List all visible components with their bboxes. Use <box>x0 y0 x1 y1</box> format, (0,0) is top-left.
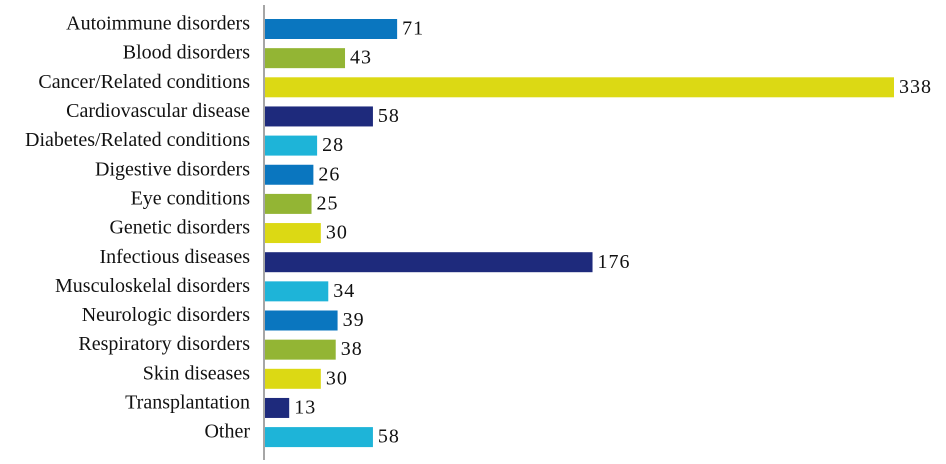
bar <box>265 368 321 389</box>
y-tick-label: Other <box>204 421 250 443</box>
data-label: 58 <box>378 426 400 448</box>
y-tick-label: Genetic disorders <box>109 217 250 239</box>
data-label: 34 <box>333 280 355 302</box>
data-label: 58 <box>378 105 400 127</box>
bar <box>265 48 346 69</box>
data-label: 30 <box>326 367 348 389</box>
y-tick-label: Eye conditions <box>131 187 251 209</box>
bar <box>265 19 398 39</box>
y-tick-label: Autoimmune disorders <box>66 13 250 35</box>
data-label: 43 <box>350 47 372 69</box>
y-tick-label: Digestive disorders <box>95 158 250 180</box>
data-label: 30 <box>326 222 348 244</box>
bar <box>265 135 318 156</box>
bar <box>265 397 290 418</box>
data-label: 39 <box>343 309 365 331</box>
data-label: 13 <box>294 397 316 419</box>
bar <box>265 252 593 273</box>
data-label: 25 <box>317 192 339 214</box>
y-tick-label: Diabetes/Related conditions <box>25 129 250 151</box>
data-label: 28 <box>322 134 344 156</box>
bar <box>265 77 894 98</box>
data-label: 38 <box>341 338 363 360</box>
bar <box>265 427 373 448</box>
data-label: 71 <box>402 18 424 40</box>
y-tick-label: Skin diseases <box>143 362 250 384</box>
bar <box>265 223 321 244</box>
bar <box>265 339 336 360</box>
y-tick-label: Blood disorders <box>123 42 250 64</box>
bar <box>265 164 314 185</box>
data-label: 176 <box>598 251 631 273</box>
y-tick-label: Respiratory disorders <box>78 333 250 355</box>
y-tick-label: Neurologic disorders <box>82 304 251 326</box>
y-tick-label: Musculoskelal disorders <box>55 275 250 297</box>
data-label: 26 <box>318 163 340 185</box>
y-tick-label: Transplantation <box>125 392 250 414</box>
bar <box>265 193 312 214</box>
y-tick-label: Infectious diseases <box>99 246 250 268</box>
bar <box>265 281 329 302</box>
bar <box>265 310 338 331</box>
data-label: 338 <box>899 76 932 98</box>
y-tick-label: Cardiovascular disease <box>66 100 250 122</box>
y-tick-label: Cancer/Related conditions <box>38 71 250 93</box>
bar <box>265 106 373 127</box>
